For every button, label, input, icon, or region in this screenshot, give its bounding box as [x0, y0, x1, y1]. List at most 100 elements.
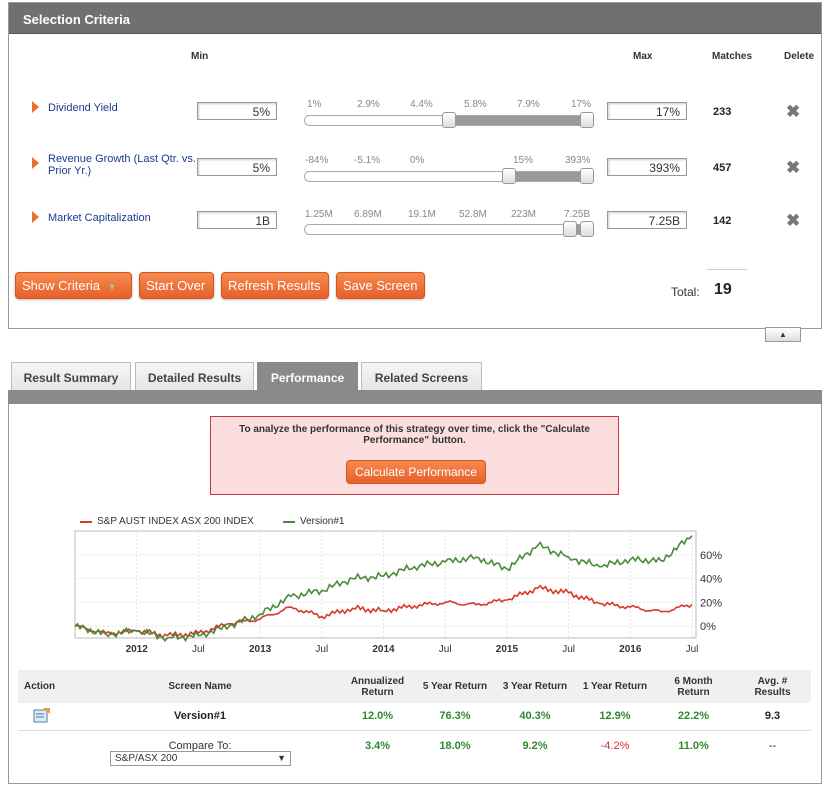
slider-tick-label: 5.8% — [464, 99, 487, 110]
slider-min-handle[interactable] — [502, 168, 516, 184]
range-slider-track[interactable] — [304, 224, 594, 235]
5-year-return-value: 76.3% — [439, 710, 471, 722]
slider-max-handle[interactable] — [580, 112, 594, 128]
range-slider-track[interactable] — [304, 171, 594, 182]
3-year-return-value: 40.3% — [519, 710, 551, 722]
delete-criterion-icon[interactable]: ✖ — [786, 158, 801, 177]
collapse-panel-button[interactable]: ▲ — [765, 327, 801, 342]
x-tick-label: 2016 — [619, 644, 642, 655]
max-input[interactable]: 393% — [607, 158, 687, 176]
slider-min-handle[interactable] — [442, 112, 456, 128]
y-tick-label: 0% — [700, 621, 716, 633]
criterion-name-link[interactable]: Market Capitalization — [48, 212, 151, 224]
slider-max-handle[interactable] — [580, 221, 594, 237]
row-divider — [18, 730, 811, 731]
min-input[interactable]: 5% — [197, 102, 277, 120]
total-label: Total: — [671, 285, 700, 299]
tab-detailed-results[interactable]: Detailed Results — [135, 362, 254, 391]
caret-down-icon: ▼ — [107, 282, 117, 292]
performance-line-chart: 60% 40% 20% 0% 2012 Jul 2013 Jul 2014 Jul 2015 Jul… — [74, 530, 722, 655]
sp200-series-line — [74, 584, 693, 640]
avg-results-value: 9.3 — [764, 710, 781, 722]
compare-to-label: Compare To: — [168, 740, 232, 752]
criterion-name-link[interactable]: Revenue Growth (Last Qtr. vs. Prior Yr.) — [48, 153, 196, 177]
annualized-return-value: 12.0% — [361, 710, 394, 722]
tab-result-summary[interactable]: Result Summary — [11, 362, 131, 391]
legend-swatch-sp200 — [80, 521, 92, 523]
results-table-header — [18, 670, 811, 703]
compare-avg-results-value: -- — [768, 740, 777, 752]
calculate-performance-button[interactable]: Calculate Performance — [346, 460, 486, 484]
delete-criterion-icon[interactable]: ✖ — [786, 211, 801, 230]
compare-3-year-value: 9.2% — [522, 740, 548, 752]
matches-count: 142 — [713, 215, 732, 227]
slider-max-handle[interactable] — [580, 168, 594, 184]
compare-to-select[interactable]: S&P/ASX 200 ▼ — [110, 751, 291, 766]
slider-tick-label: 19.1M — [408, 209, 436, 220]
compare-annualized-value: 3.4% — [364, 740, 391, 752]
info-message: To analyze the performance of this strat… — [239, 424, 590, 446]
header-3-year-return: 3 Year Return — [502, 681, 568, 692]
y-tick-label: 60% — [700, 550, 722, 562]
header-action: Action — [24, 681, 56, 692]
slider-tick-label: 52.8M — [459, 209, 487, 220]
header-6-month-return: 6 Month Return — [674, 676, 713, 698]
max-input[interactable]: 17% — [607, 102, 687, 120]
save-screen-button[interactable]: Save Screen — [336, 272, 425, 299]
range-slider-fill — [452, 116, 593, 125]
tab-performance[interactable]: Performance — [257, 362, 358, 391]
range-slider-fill — [510, 172, 593, 181]
expand-arrow-icon[interactable] — [32, 211, 39, 223]
slider-tick-label: 1% — [307, 99, 322, 110]
criterion-row: Market Capitalization 1B 1.25M 6.89M 19.… — [9, 203, 819, 243]
1-year-return-value: 12.9% — [599, 710, 631, 722]
delete-criterion-icon[interactable]: ✖ — [786, 102, 801, 121]
start-over-button[interactable]: Start Over — [139, 272, 214, 299]
expand-arrow-icon[interactable] — [32, 157, 39, 169]
x-tick-label: 2014 — [372, 644, 395, 655]
max-column-header: Max — [633, 51, 653, 62]
legend-label-sp200: S&P AUST INDEX ASX 200 INDEX — [97, 516, 254, 527]
slider-tick-label: -5.1% — [354, 155, 381, 166]
compare-1-year-value: -4.2% — [600, 740, 630, 752]
version1-series-line — [74, 535, 693, 643]
compare-selected-value: S&P/ASX 200 — [115, 753, 178, 764]
delete-column-header: Delete — [784, 51, 815, 62]
slider-tick-label: 17% — [571, 99, 592, 110]
edit-screen-icon[interactable] — [33, 707, 51, 723]
screen-name: Version#1 — [174, 710, 226, 722]
matches-column-header: Matches — [712, 51, 753, 62]
max-input[interactable]: 7.25B — [607, 211, 687, 229]
y-tick-label: 20% — [700, 597, 722, 609]
show-criteria-button[interactable]: Show Criteria ▼ — [15, 272, 132, 299]
header-5-year-return: 5 Year Return — [422, 681, 488, 692]
criterion-row: Dividend Yield 5% 1% 2.9% 4.4% 5.8% 7.9%… — [9, 93, 819, 133]
legend-swatch-version1 — [283, 521, 295, 523]
tab-related-screens[interactable]: Related Screens — [361, 362, 482, 391]
x-tick-label: 2015 — [496, 644, 519, 655]
x-tick-label: Jul — [686, 644, 699, 655]
x-tick-label: Jul — [439, 644, 452, 655]
slider-tick-label: 6.89M — [354, 209, 382, 220]
6-month-return-value: 22.2% — [677, 710, 710, 722]
refresh-results-button[interactable]: Refresh Results — [221, 272, 329, 299]
min-input[interactable]: 1B — [197, 211, 277, 229]
slider-tick-label: 223M — [511, 209, 537, 220]
slider-tick-label: 7.25B — [564, 209, 591, 220]
compare-5-year-value: 18.0% — [439, 740, 471, 752]
header-1-year-return: 1 Year Return — [582, 681, 648, 692]
slider-tick-label: 2.9% — [357, 99, 380, 110]
criterion-name-link[interactable]: Dividend Yield — [48, 102, 118, 114]
expand-arrow-icon[interactable] — [32, 101, 39, 113]
min-input[interactable]: 5% — [197, 158, 277, 176]
header-avg-results: Avg. # Results — [754, 676, 791, 698]
criterion-row: Revenue Growth (Last Qtr. vs. Prior Yr.)… — [9, 149, 819, 189]
slider-min-handle[interactable] — [563, 221, 577, 237]
performance-info-box: To analyze the performance of this strat… — [210, 416, 619, 495]
x-tick-label: Jul — [562, 644, 575, 655]
header-annualized-return: Annualized Return — [350, 676, 405, 698]
panel-title: Selection Criteria — [9, 3, 821, 34]
x-tick-label: 2012 — [126, 644, 149, 655]
total-divider — [707, 269, 747, 270]
slider-tick-label: 4.4% — [410, 99, 433, 110]
